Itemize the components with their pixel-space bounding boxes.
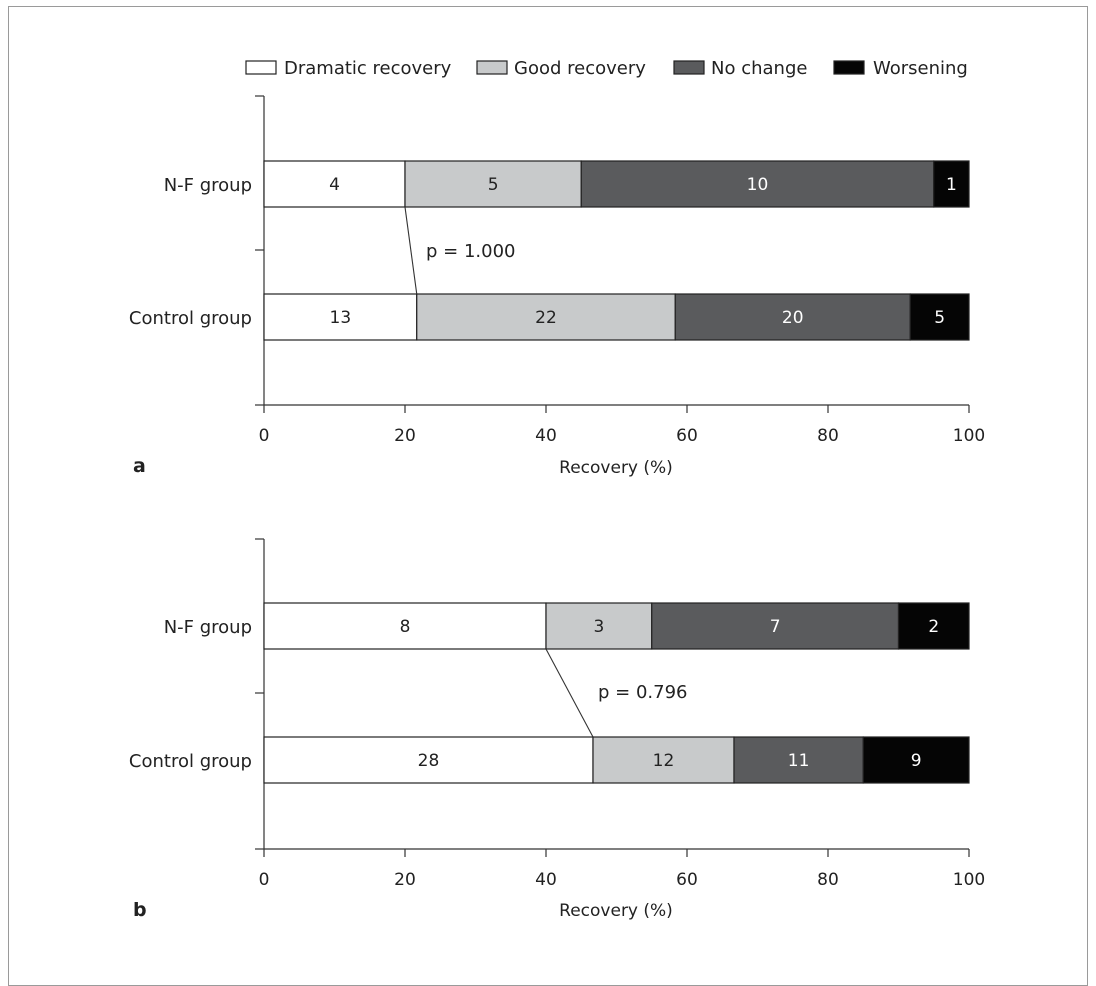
legend-item: No change	[673, 58, 807, 79]
bar-value-label: 9	[911, 751, 922, 771]
x-tick-label: 60	[676, 426, 698, 446]
bar-value-label: 4	[329, 175, 340, 195]
legend-label: No change	[711, 58, 807, 79]
x-tick-label: 0	[259, 870, 270, 890]
bar-segment	[263, 736, 594, 784]
x-tick-label: 40	[535, 426, 557, 446]
legend-item: Good recovery	[476, 58, 646, 79]
bar-value-label: 7	[770, 617, 781, 637]
category-label: N-F group	[164, 175, 252, 196]
bar-segment	[909, 293, 970, 341]
x-tick-label: 100	[953, 870, 985, 890]
legend-swatch	[833, 60, 865, 75]
bar-segment	[897, 602, 970, 650]
bar-value-label: 10	[747, 175, 769, 195]
bar-segment	[862, 736, 970, 784]
p-value-annotation: p = 1.000	[426, 241, 515, 262]
bar-segment	[592, 736, 735, 784]
x-axis-label: Recovery (%)	[559, 458, 673, 478]
bar-value-label: 2	[928, 617, 939, 637]
bar-segment	[416, 293, 676, 341]
bar-value-label: 8	[400, 617, 411, 637]
x-tick-label: 20	[394, 426, 416, 446]
panel-label: a	[133, 455, 146, 477]
x-tick-label: 100	[953, 426, 985, 446]
bar-segment	[674, 293, 911, 341]
legend-item: Worsening	[833, 58, 968, 79]
x-tick-label: 60	[676, 870, 698, 890]
bar-value-label: 5	[488, 175, 499, 195]
category-label: Control group	[129, 308, 252, 329]
chart-panel-a: 0 20 40 60 80 100 Recovery (%) a N-F group 4 5 10 1 C…	[129, 95, 985, 478]
p-value-annotation: p = 0.796	[598, 682, 687, 703]
legend: Dramatic recovery Good recovery No change W…	[245, 58, 968, 79]
x-tick-label: 20	[394, 870, 416, 890]
bar-value-label: 22	[535, 308, 557, 328]
panel-label: b	[133, 899, 147, 921]
bar-value-label: 11	[788, 751, 810, 771]
legend-swatch	[673, 60, 705, 75]
bar-value-label: 12	[653, 751, 675, 771]
bar-value-label: 5	[934, 308, 945, 328]
legend-swatch	[476, 60, 508, 75]
bar-value-label: 1	[946, 175, 957, 195]
legend-label: Good recovery	[514, 58, 646, 79]
x-tick-label: 80	[817, 426, 839, 446]
bar-segment	[263, 602, 547, 650]
bar-segment	[263, 160, 406, 208]
bar-value-label: 28	[418, 751, 440, 771]
category-label: Control group	[129, 751, 252, 772]
bar-value-label: 13	[330, 308, 352, 328]
legend-swatch	[245, 60, 277, 75]
x-axis-label: Recovery (%)	[559, 901, 673, 921]
x-tick-label: 40	[535, 870, 557, 890]
bar-value-label: 20	[782, 308, 804, 328]
legend-item: Dramatic recovery	[245, 58, 452, 79]
chart-panel-b: 0 20 40 60 80 100 Recovery (%) b N-F group 8 3 7 2 Co…	[129, 538, 985, 921]
connector-line	[545, 648, 594, 738]
x-tick-label: 0	[259, 426, 270, 446]
bar-segment	[545, 602, 653, 650]
recovery-chart-figure: Dramatic recovery Good recovery No change W…	[129, 58, 985, 921]
legend-label: Worsening	[873, 58, 968, 79]
category-label: N-F group	[164, 617, 252, 638]
bar-segment	[933, 160, 970, 208]
legend-label: Dramatic recovery	[284, 58, 452, 79]
x-tick-label: 80	[817, 870, 839, 890]
connector-line	[404, 206, 418, 295]
bar-segment	[263, 293, 418, 341]
bar-value-label: 3	[593, 617, 604, 637]
